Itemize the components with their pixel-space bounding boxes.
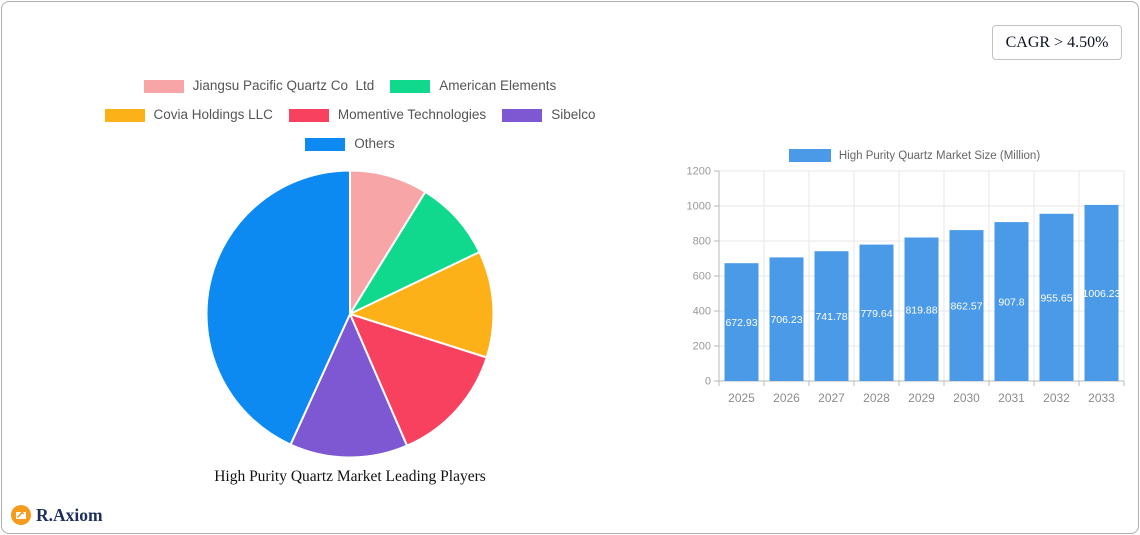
pie-legend-row: Others bbox=[2, 136, 698, 152]
bar-legend-swatch bbox=[788, 149, 831, 162]
x-tick-label: 2031 bbox=[998, 391, 1025, 405]
legend-item-momentive[interactable]: Momentive Technologies bbox=[288, 107, 487, 123]
legend-label: American Elements bbox=[439, 78, 557, 93]
bar-chart-panel: High Purity Quartz Market Size (Million)… bbox=[687, 147, 1138, 417]
bar-chart-svg: 0 200 400 600 800 1000 1200 672.93 2025 706.23 202… bbox=[687, 166, 1125, 405]
pie-slice-3[interactable] bbox=[348, 312, 489, 448]
pie-slice-4[interactable] bbox=[289, 311, 409, 459]
bar-value-label: 862.57 bbox=[950, 301, 982, 313]
pie-chart-svg bbox=[205, 169, 495, 459]
bar-2028[interactable] bbox=[859, 244, 894, 381]
pie-legend-row: Covia Holdings LLC Momentive Technologie… bbox=[2, 107, 698, 123]
x-tick-label: 2032 bbox=[1043, 391, 1070, 405]
brand-logo: R.Axiom bbox=[10, 504, 103, 526]
brand-name: R.Axiom bbox=[36, 504, 103, 525]
legend-item-jiangsu[interactable]: Jiangsu Pacific Quartz Co Ltd bbox=[143, 78, 375, 94]
bar-value-label: 741.78 bbox=[815, 311, 847, 323]
bar-value-label: 779.64 bbox=[860, 308, 892, 320]
bar-value-label: 955.65 bbox=[1040, 292, 1072, 304]
legend-swatch bbox=[390, 79, 431, 93]
legend-item-sibelco[interactable]: Sibelco bbox=[502, 107, 595, 123]
bar-2033[interactable] bbox=[1084, 204, 1119, 381]
y-tick-label: 1000 bbox=[687, 201, 711, 213]
bar-2027[interactable] bbox=[814, 251, 849, 381]
brand-logo-icon bbox=[11, 505, 31, 525]
y-tick-label: 200 bbox=[693, 341, 711, 353]
legend-item-american-elements[interactable]: American Elements bbox=[390, 78, 556, 94]
x-tick-label: 2025 bbox=[728, 391, 755, 405]
pie-slice-1[interactable] bbox=[347, 190, 481, 317]
legend-swatch bbox=[288, 108, 329, 122]
legend-swatch bbox=[502, 108, 543, 122]
legend-label: Sibelco bbox=[551, 107, 596, 122]
legend-swatch bbox=[143, 79, 184, 93]
bar-2031[interactable] bbox=[994, 222, 1029, 381]
legend-item-covia[interactable]: Covia Holdings LLC bbox=[104, 107, 273, 123]
bar-legend-label: High Purity Quartz Market Size (Million) bbox=[838, 149, 1041, 162]
legend-label: Jiangsu Pacific Quartz Co Ltd bbox=[192, 78, 375, 93]
x-tick-label: 2030 bbox=[953, 391, 980, 405]
bar-value-label: 672.93 bbox=[725, 317, 757, 329]
bar-value-label: 706.23 bbox=[770, 314, 802, 326]
bar-2032[interactable] bbox=[1039, 213, 1074, 381]
bar-value-label: 907.8 bbox=[998, 297, 1024, 309]
y-tick-label: 1200 bbox=[687, 166, 711, 178]
y-tick-label: 0 bbox=[705, 376, 711, 388]
legend-swatch bbox=[104, 108, 145, 122]
bar-2030[interactable] bbox=[949, 230, 984, 381]
cagr-label: CAGR > 4.50% bbox=[1005, 33, 1109, 51]
x-tick-label: 2026 bbox=[773, 391, 800, 405]
bar-legend-item[interactable]: High Purity Quartz Market Size (Million) bbox=[687, 149, 1138, 162]
pie-legend: Jiangsu Pacific Quartz Co Ltd American E… bbox=[2, 78, 698, 152]
legend-swatch bbox=[305, 137, 346, 151]
y-tick-label: 400 bbox=[693, 306, 711, 318]
pie-slice-2[interactable] bbox=[347, 250, 495, 359]
x-tick-label: 2027 bbox=[818, 391, 845, 405]
legend-label: Momentive Technologies bbox=[337, 107, 487, 122]
bar-value-label: 1006.23 bbox=[1083, 288, 1121, 300]
pie-chart-title: High Purity Quartz Market Leading Player… bbox=[214, 468, 486, 485]
bar-value-label: 819.88 bbox=[905, 304, 937, 316]
x-tick-label: 2028 bbox=[863, 391, 890, 405]
x-tick-label: 2029 bbox=[908, 391, 935, 405]
cagr-badge: CAGR > 4.50% bbox=[992, 25, 1122, 60]
legend-label: Covia Holdings LLC bbox=[153, 107, 273, 122]
pie-chart bbox=[205, 169, 495, 459]
bar-2029[interactable] bbox=[904, 237, 939, 382]
legend-label: Others bbox=[354, 136, 395, 151]
y-tick-label: 600 bbox=[693, 271, 711, 283]
bar-2026[interactable] bbox=[769, 257, 804, 381]
pie-slice-5[interactable] bbox=[205, 169, 351, 446]
x-tick-label: 2033 bbox=[1088, 391, 1115, 405]
pie-legend-row: Jiangsu Pacific Quartz Co Ltd American E… bbox=[2, 78, 698, 94]
bar-2025[interactable] bbox=[724, 263, 759, 381]
y-tick-label: 800 bbox=[693, 236, 711, 248]
legend-item-others[interactable]: Others bbox=[305, 136, 395, 152]
